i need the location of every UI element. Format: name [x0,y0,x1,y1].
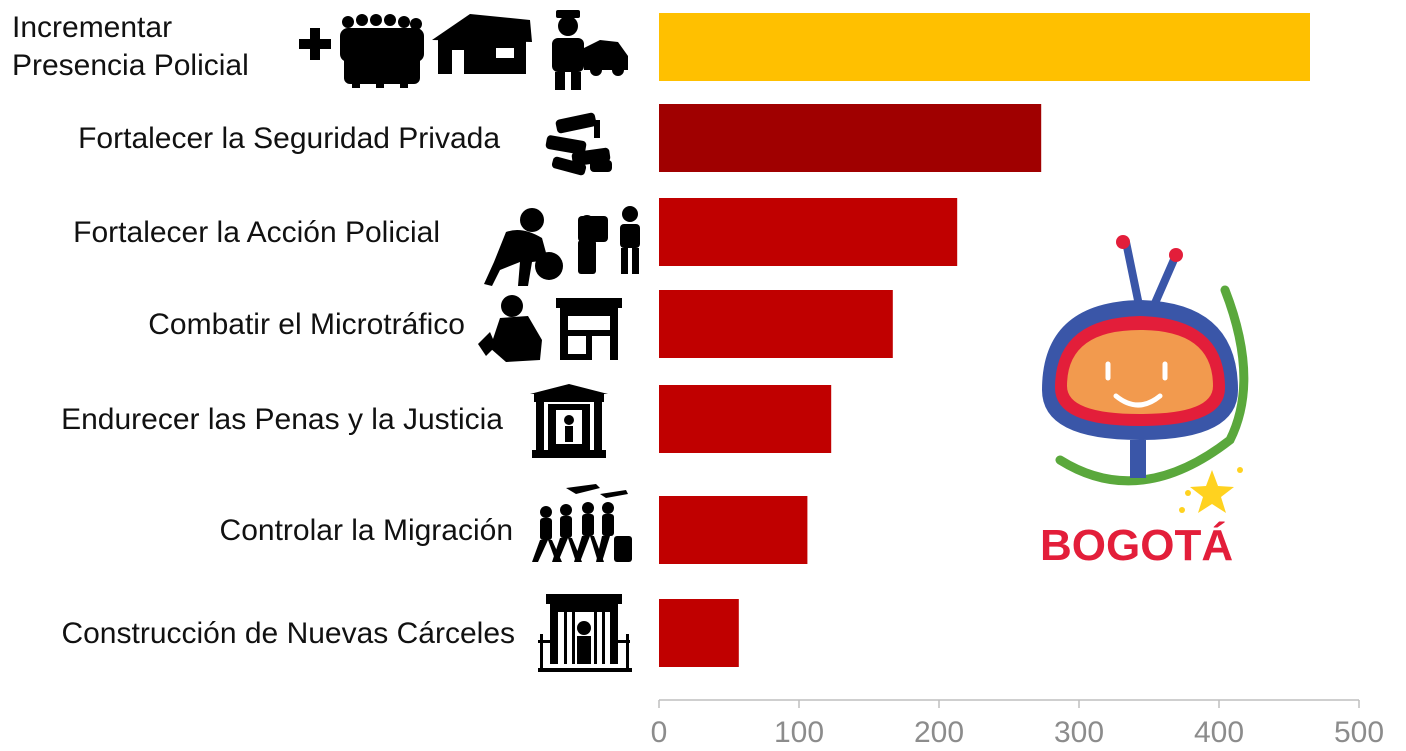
thief-icon [484,208,563,286]
category-label-6: Construcción de Nuevas Cárceles [61,617,515,650]
category-label-4: Endurecer las Penas y la Justicia [61,403,503,436]
migrants-airplane-icon [532,484,632,562]
bar-2 [659,198,957,266]
x-tick-label-2: 200 [914,716,964,749]
bar-5 [659,496,807,564]
category-label-5: Controlar la Migración [220,514,513,547]
category-label-1: Fortalecer la Seguridad Privada [78,122,500,155]
bar-6 [659,599,739,667]
x-tick-label-4: 400 [1194,716,1244,749]
police-officer-car-icon [552,10,628,90]
bogota-logo: BOGOTÁ [1040,235,1244,570]
cannabis-shop-icon [556,298,622,360]
category-icons-group [299,10,640,672]
x-tick-label-3: 300 [1054,716,1104,749]
x-tick-label-0: 0 [651,716,668,749]
security-camera-icon [545,112,612,176]
bar-3 [659,290,893,358]
category-label-3: Combatir el Microtráfico [148,308,465,341]
category-label-2: Fortalecer la Acción Policial [73,216,440,249]
drug-user-icon [478,295,542,362]
category-label-0-line-1: Presencia Policial [12,49,249,82]
police-crowd-icon [340,14,424,88]
plus-icon [299,28,331,60]
police-station-icon [432,14,532,74]
logo-text: BOGOTÁ [1040,520,1233,570]
x-tick-label-5: 500 [1334,716,1384,749]
police-stop-icon [578,206,640,274]
jail-gate-icon [538,594,632,672]
bar-0 [659,13,1310,81]
bar-4 [659,385,831,453]
category-label-0-line-0: Incrementar [12,11,172,44]
x-tick-label-1: 100 [774,716,824,749]
category-labels-group: Incrementar Presencia Policial Fortalecer … [12,11,515,650]
courthouse-icon [530,384,608,458]
bar-1 [659,104,1041,172]
x-axis: 0 100 200 300 400 500 [651,700,1384,749]
